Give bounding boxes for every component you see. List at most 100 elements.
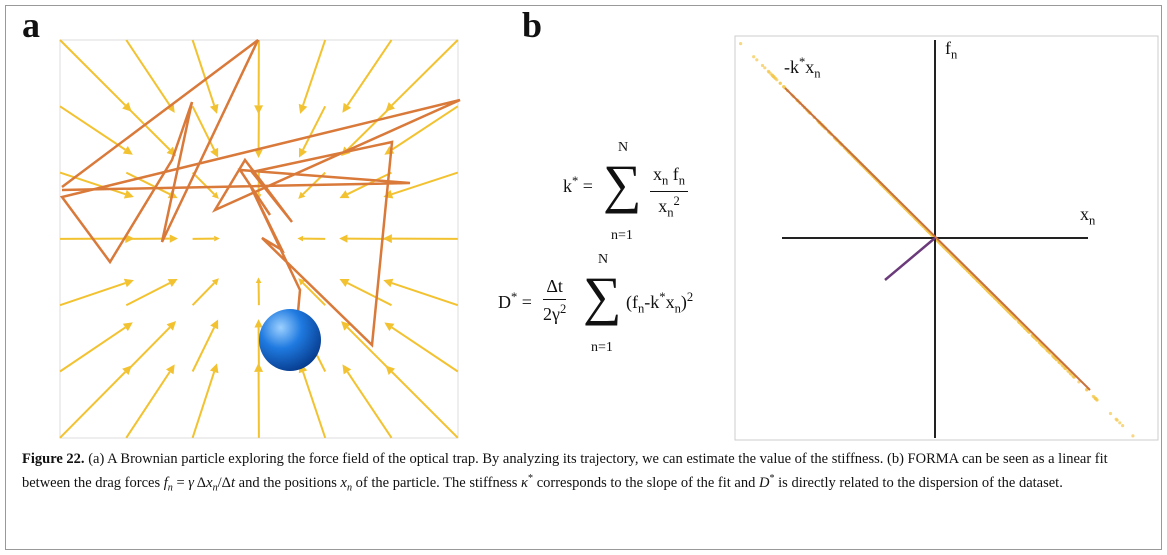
- text-segment: x: [665, 292, 675, 312]
- arrow-head: [209, 363, 219, 374]
- text-segment: x: [340, 474, 347, 491]
- field-arrow: [59, 326, 126, 373]
- field-arrow: [59, 171, 126, 196]
- arrow-head: [342, 102, 352, 113]
- text-segment: f: [668, 164, 679, 184]
- arrow-head: [298, 147, 307, 158]
- scatter-dot: [763, 66, 767, 70]
- text-segment: n: [678, 173, 686, 188]
- text-segment: t: [230, 474, 236, 491]
- scatter-dot: [752, 55, 756, 59]
- scatter-dot: [755, 58, 759, 62]
- text-segment: 2: [559, 302, 567, 316]
- figure-frame: [5, 5, 1162, 550]
- trajectory: [59, 39, 461, 348]
- field-arrow: [302, 282, 326, 306]
- field-arrow: [191, 282, 215, 306]
- text-segment: *: [799, 55, 806, 69]
- sum-upper: N: [618, 140, 629, 155]
- arrow-head: [339, 279, 350, 288]
- field-arrow: [191, 371, 216, 439]
- axis-label: xn: [1080, 204, 1095, 229]
- text-segment: 2: [686, 290, 694, 304]
- text-segment: corresponds to the slope of the fit and: [533, 474, 759, 491]
- text-segment: Δ: [193, 474, 207, 491]
- arrow-head: [254, 319, 263, 328]
- scatter-dot: [766, 69, 771, 73]
- arrow-head: [214, 235, 220, 242]
- text-segment: *: [572, 174, 579, 188]
- field-arrow: [346, 371, 393, 439]
- arrow-head: [254, 149, 263, 158]
- field-arrow: [391, 171, 459, 196]
- text-segment: D: [498, 292, 511, 312]
- arrow-head: [297, 235, 304, 242]
- arrow-head: [384, 146, 395, 155]
- text-segment: *: [511, 290, 518, 304]
- text-segment: is directly related to the dispersion of…: [774, 474, 1063, 491]
- arrow-head: [210, 319, 219, 330]
- text-segment: (a) A Brownian particle exploring the fo…: [22, 451, 1108, 491]
- text-segment: /Δ: [217, 474, 231, 491]
- field-arrow: [59, 371, 127, 439]
- text-segment: *: [659, 290, 666, 304]
- text-segment: n: [662, 173, 669, 188]
- sum-sign: ∑: [583, 266, 622, 326]
- scatter-dot: [771, 74, 775, 78]
- text-segment: n: [951, 47, 958, 62]
- numerator: Δt: [543, 276, 566, 300]
- panel-label: a: [22, 5, 40, 45]
- figure-caption: Figure 22. (a) A Brownian particle explo…: [22, 450, 1147, 498]
- text-segment: *: [528, 473, 534, 484]
- arrow-head: [384, 322, 395, 332]
- arrow-head: [382, 234, 392, 244]
- text-segment: of the particle. The stiffness: [352, 474, 522, 491]
- arrow-head: [298, 191, 306, 199]
- field-arrow: [346, 39, 393, 106]
- field-arrow: [191, 327, 216, 372]
- residual: [884, 237, 936, 281]
- axis-label: -k*xn: [784, 55, 821, 82]
- arrow-head: [166, 321, 177, 331]
- text-segment: =: [578, 176, 593, 196]
- arrow-head: [122, 146, 133, 155]
- formula-lhs: D* =: [498, 290, 532, 313]
- scatter-dot: [1131, 434, 1135, 438]
- text-segment: γ: [188, 474, 194, 491]
- arrow-head: [167, 278, 178, 287]
- text-segment: x: [653, 164, 662, 184]
- scatter-dot: [760, 63, 765, 68]
- text-segment: 2γ: [543, 304, 560, 324]
- arrow-head: [211, 278, 219, 286]
- fit-line: [784, 87, 1091, 391]
- scatter-dot: [778, 81, 782, 85]
- arrow-head: [169, 234, 178, 243]
- text-segment: x: [805, 57, 815, 77]
- fraction: Δt 2γ2: [540, 276, 569, 325]
- field-arrow: [191, 39, 216, 106]
- field-arrow: [302, 105, 327, 151]
- text-segment: *: [769, 473, 775, 484]
- field-arrow: [391, 39, 459, 107]
- arrow-head: [210, 147, 219, 158]
- arrow-head: [255, 277, 262, 284]
- text-segment: 2: [673, 193, 680, 208]
- field-arrow: [125, 39, 171, 106]
- force-field: [59, 39, 459, 439]
- scatter-dot: [782, 85, 786, 89]
- scatter-dot: [1094, 397, 1098, 401]
- arrow-head: [209, 103, 219, 114]
- text-segment: and the positions: [235, 474, 341, 491]
- text-segment: n: [667, 205, 674, 220]
- text-segment: n: [346, 482, 353, 494]
- scatter-dot: [1114, 417, 1118, 421]
- sum-lower: n=1: [591, 340, 613, 355]
- field-arrow: [346, 282, 392, 307]
- panel-label: b: [522, 5, 543, 45]
- text-segment: k: [563, 176, 572, 196]
- field-arrow: [191, 105, 216, 151]
- text-segment: n: [674, 301, 681, 316]
- field-arrow: [191, 171, 215, 195]
